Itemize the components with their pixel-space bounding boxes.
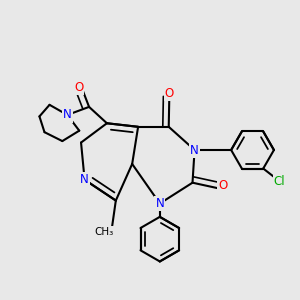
Text: O: O [74,81,83,94]
Text: O: O [218,179,227,192]
Text: N: N [80,173,89,186]
Text: N: N [63,108,72,122]
Text: CH₃: CH₃ [94,227,114,237]
Text: N: N [155,197,164,210]
Text: Cl: Cl [274,176,285,188]
Text: N: N [190,143,199,157]
Text: O: O [165,87,174,100]
